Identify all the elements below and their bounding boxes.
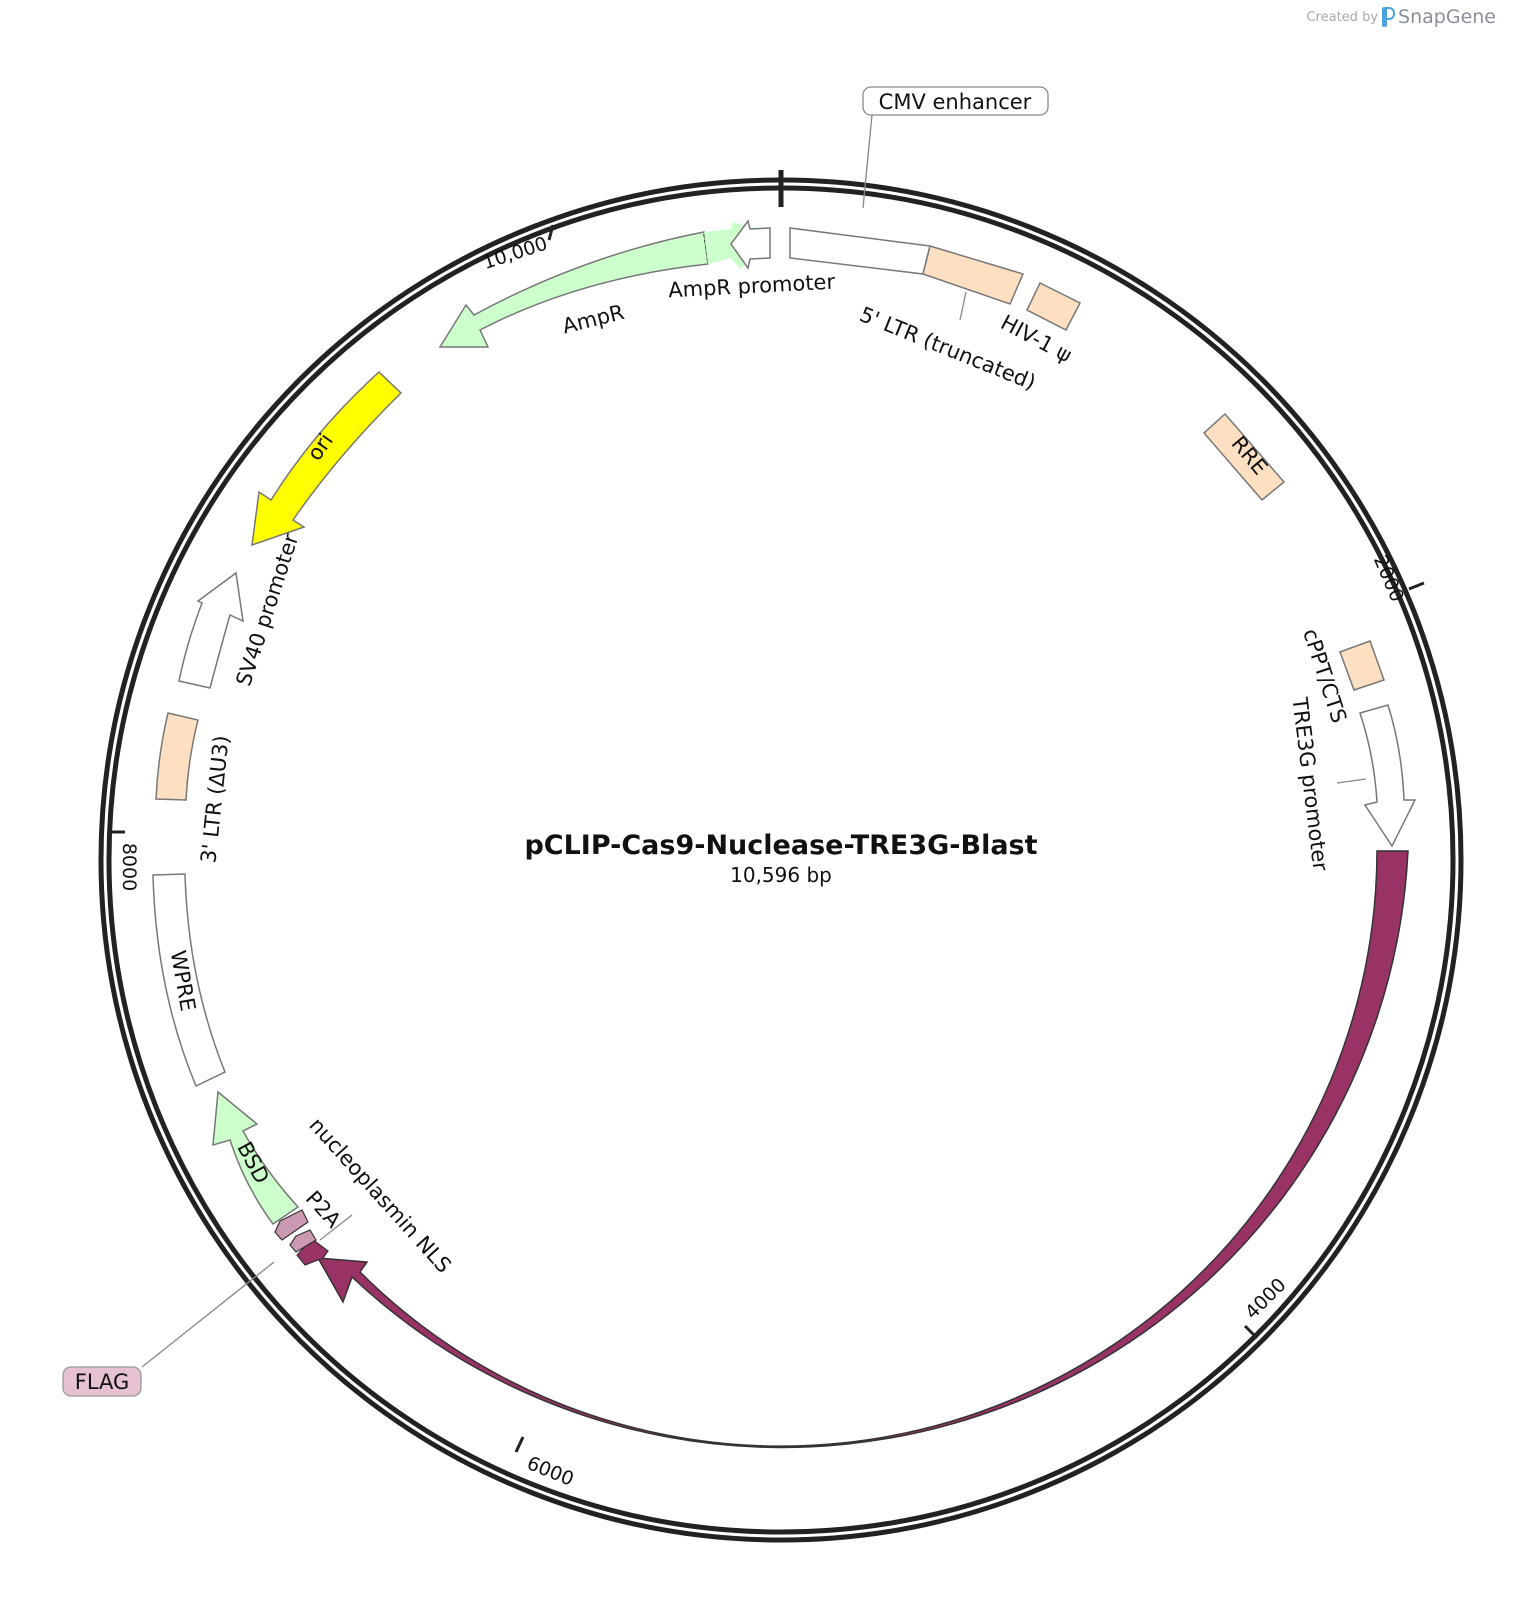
feature-tre3g-promoter[interactable]: TRE3G promoter xyxy=(1287,695,1417,873)
flag-label: FLAG xyxy=(75,1370,130,1394)
cmv-enhancer-label: CMV enhancer xyxy=(879,90,1032,114)
tick-label-8000: 8000 xyxy=(118,843,140,891)
credit-prefix: Created by xyxy=(1306,9,1379,25)
feature-sv40-promoter[interactable]: SV40 promoter xyxy=(178,530,303,689)
tick-label-10000: 10,000 xyxy=(480,233,550,274)
feature-cmv-enhancer[interactable]: CMV enhancer xyxy=(789,86,1049,275)
plasmid-length: 10,596 bp xyxy=(730,863,832,887)
feature-wpre[interactable]: WPRE xyxy=(152,873,226,1088)
credit-brand: SnapGene xyxy=(1398,6,1496,28)
tick-8000: 8000 xyxy=(109,830,140,891)
feature-ori[interactable]: ori xyxy=(251,370,403,547)
sv40-promoter-label: SV40 promoter xyxy=(231,530,303,689)
snapgene-credit: Created by SnapGene xyxy=(1307,6,1496,28)
cmv-enhancer-label-box xyxy=(862,86,1049,116)
tick-2000: 2000 xyxy=(1369,552,1425,605)
ampr-label: AmpR xyxy=(560,300,627,338)
ampr-promoter-label: AmpR promoter xyxy=(668,270,836,303)
feature-rre[interactable]: RRE xyxy=(1202,412,1286,502)
snapgene-logo-icon xyxy=(1382,6,1396,28)
flag-label-box xyxy=(62,1366,142,1397)
3-ltr-label: 3' LTR (ΔU3) xyxy=(196,734,233,864)
p2a-label: P2A xyxy=(301,1186,346,1233)
feature-3-ltr[interactable]: 3' LTR (ΔU3) xyxy=(155,712,234,864)
feature-bsd[interactable]: BSD xyxy=(212,1090,300,1226)
plasmid-name: pCLIP-Cas9-Nuclease-TRE3G-Blast xyxy=(524,830,1037,861)
tre3g-promoter-label: TRE3G promoter xyxy=(1287,695,1332,872)
feature-flag[interactable]: FLAG xyxy=(62,1209,309,1397)
